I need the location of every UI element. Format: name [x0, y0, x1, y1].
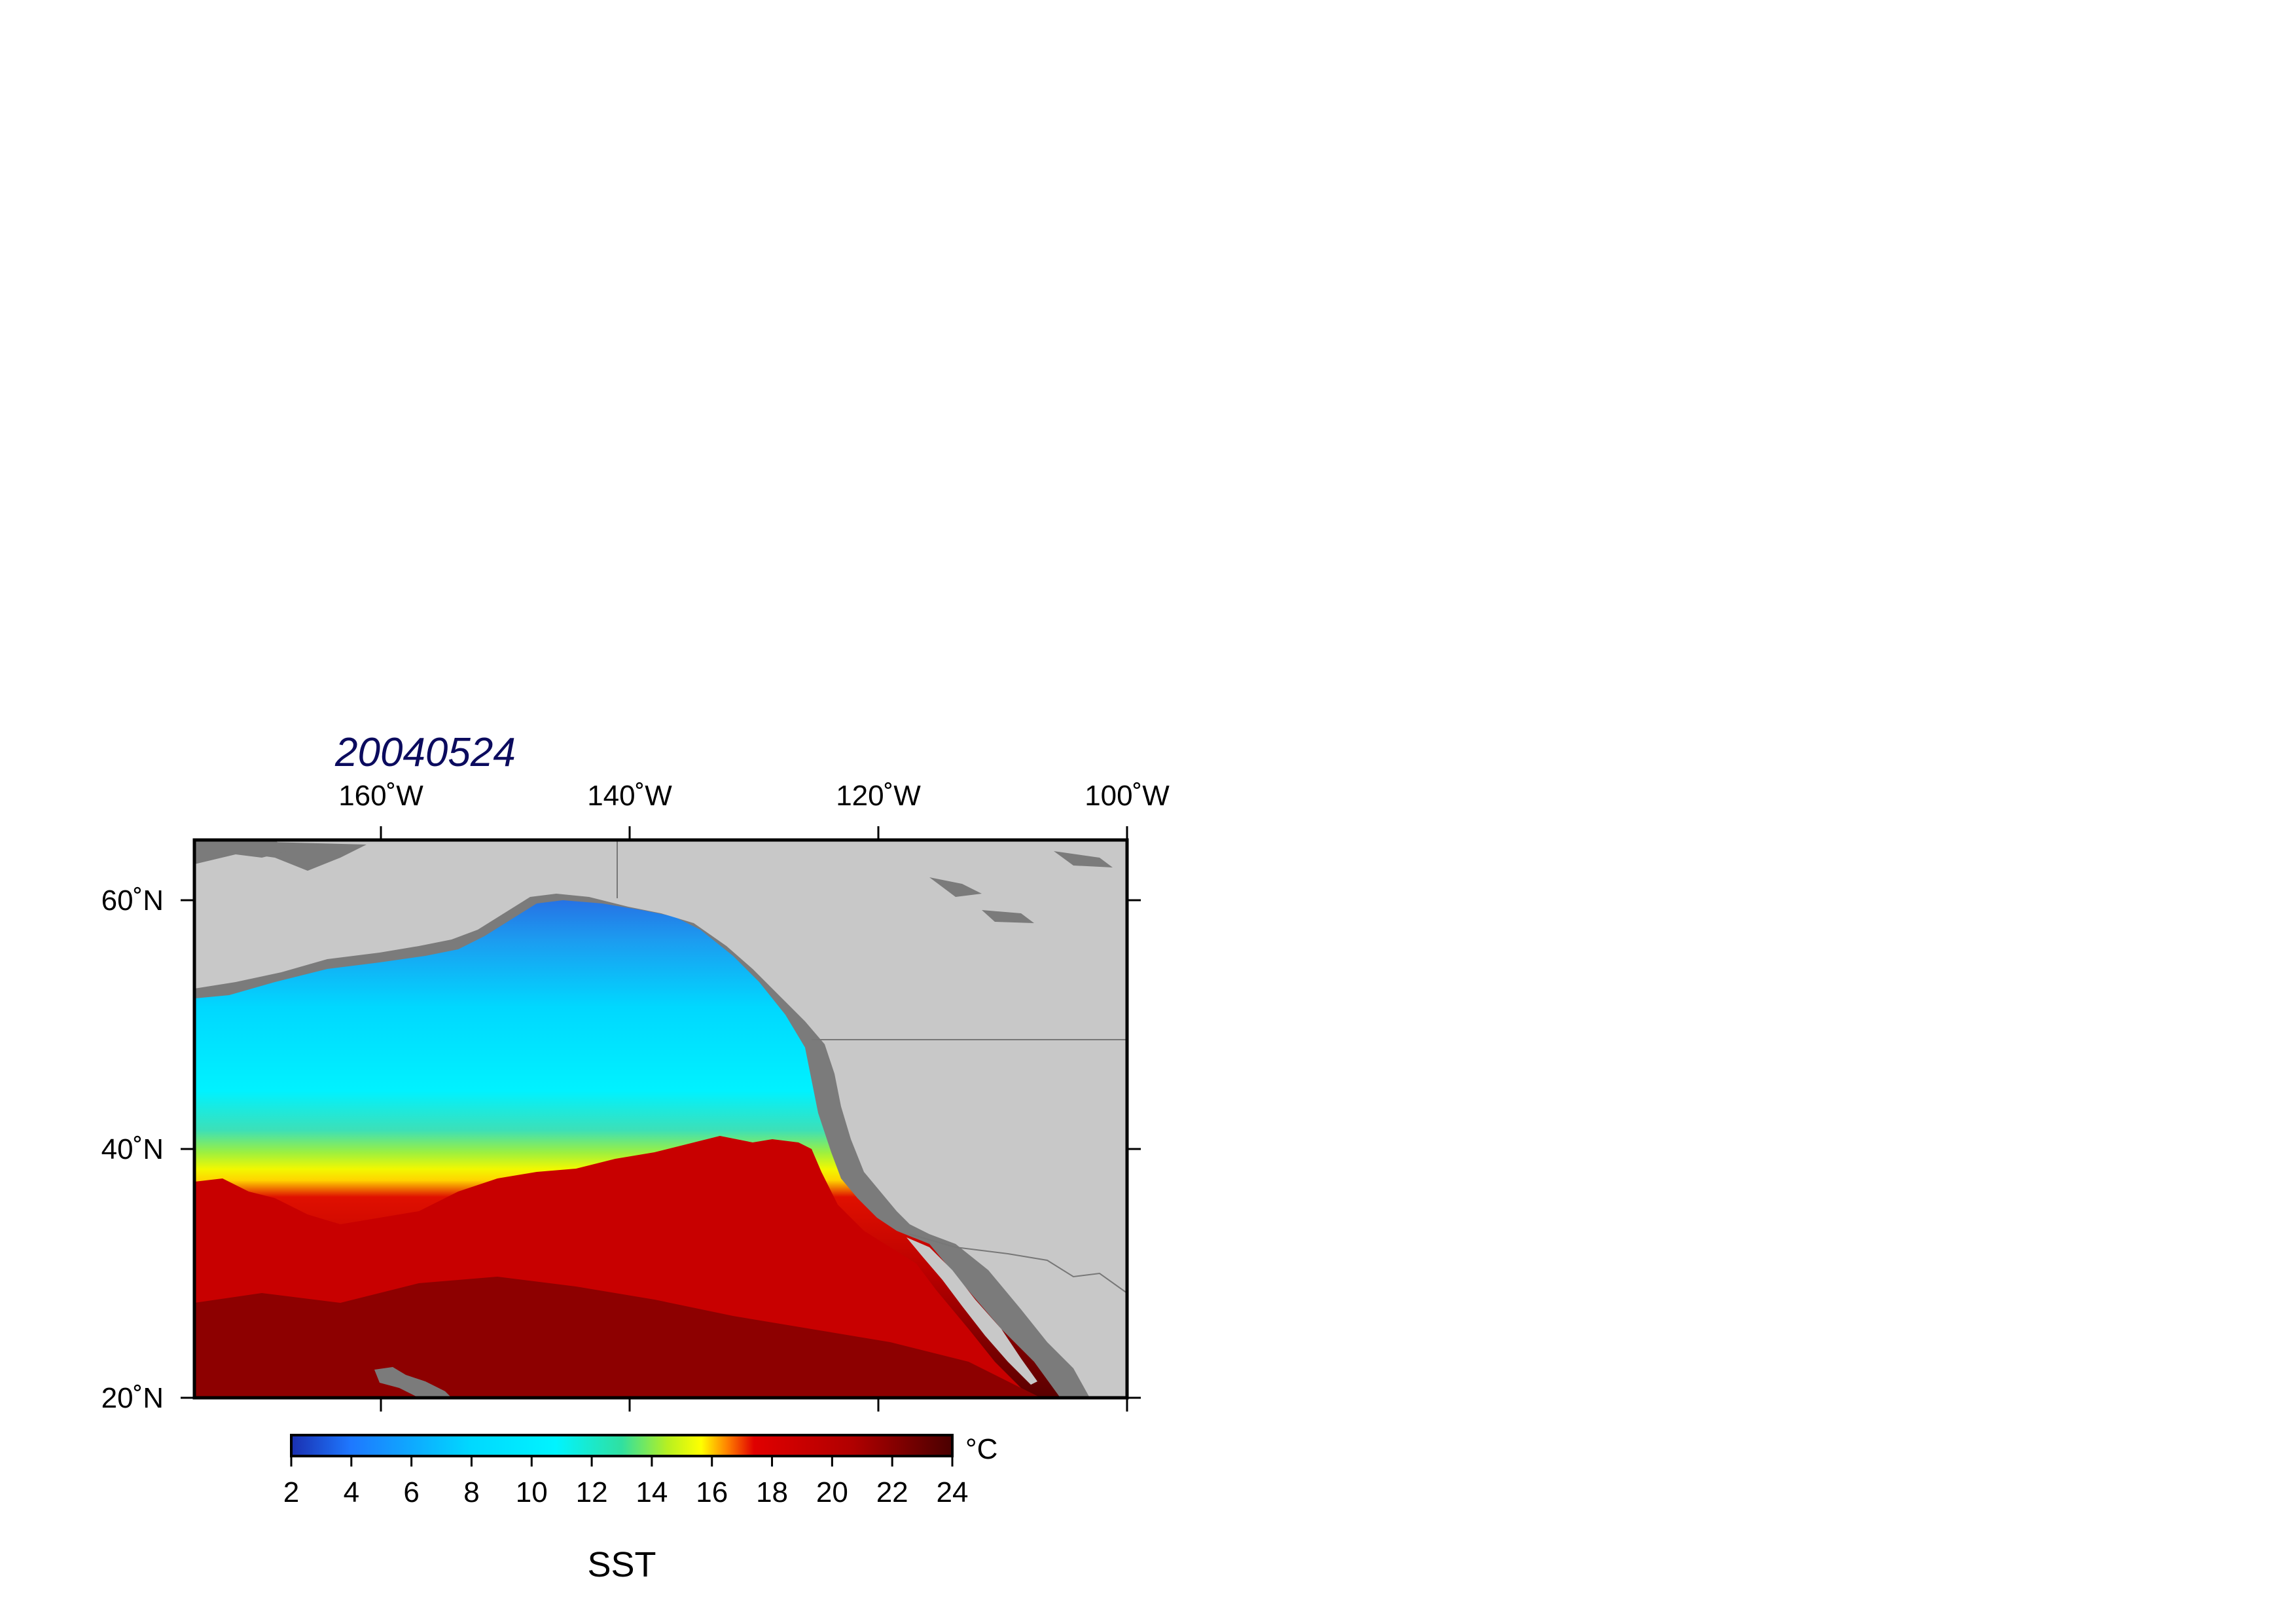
lakes — [929, 851, 1113, 923]
colorbar-tick-label: 22 — [876, 1476, 908, 1508]
colorbar-tick-label: 2 — [283, 1476, 299, 1508]
lat-label-60n: 60˚N — [101, 884, 164, 917]
lat-tick-marks — [181, 899, 1141, 1399]
lon-label-140w: 140˚W — [587, 780, 672, 812]
land-north-america — [194, 840, 1127, 1398]
lon-label-120w: 120˚W — [836, 780, 921, 812]
colorbar: 2 4 6 8 10 12 14 16 18 20 22 24 °C SST — [283, 1433, 998, 1584]
colorbar-unit: °C — [965, 1433, 997, 1465]
coast-mask-bering — [194, 840, 288, 864]
lat-label-20n: 20˚N — [101, 1382, 164, 1414]
colorbar-tick-label: 16 — [696, 1476, 728, 1508]
colorbar-tick-label: 24 — [937, 1476, 969, 1508]
lat-label-40n: 40˚N — [101, 1133, 164, 1165]
us-mexico-border — [909, 1233, 1127, 1294]
colorbar-tick-label: 20 — [816, 1476, 848, 1508]
colorbar-label: SST — [587, 1545, 656, 1584]
colorbar-tick-label: 4 — [344, 1476, 359, 1508]
hot-water-region — [194, 1277, 1041, 1398]
colorbar-tick-label: 8 — [463, 1476, 479, 1508]
hawaii-islands — [374, 1367, 452, 1398]
lon-label-100w: 100˚W — [1085, 780, 1170, 812]
lon-tick-marks — [380, 826, 1128, 1412]
map-panel — [194, 840, 1127, 1398]
colorbar-tick-label: 18 — [756, 1476, 788, 1508]
map-frame — [192, 838, 1129, 1400]
baja-peninsula — [906, 1237, 1037, 1385]
map-title: 20040524 — [334, 730, 516, 775]
colorbar-tick-label: 14 — [636, 1476, 668, 1508]
colorbar-tick-label: 12 — [576, 1476, 608, 1508]
colorbar-bar — [290, 1434, 954, 1457]
lon-label-160w: 160˚W — [338, 780, 423, 812]
colorbar-tick-label: 6 — [403, 1476, 419, 1508]
colorbar-tick-label: 10 — [516, 1476, 548, 1508]
colorbar-ticks: 2 4 6 8 10 12 14 16 18 20 22 24 — [283, 1456, 969, 1508]
